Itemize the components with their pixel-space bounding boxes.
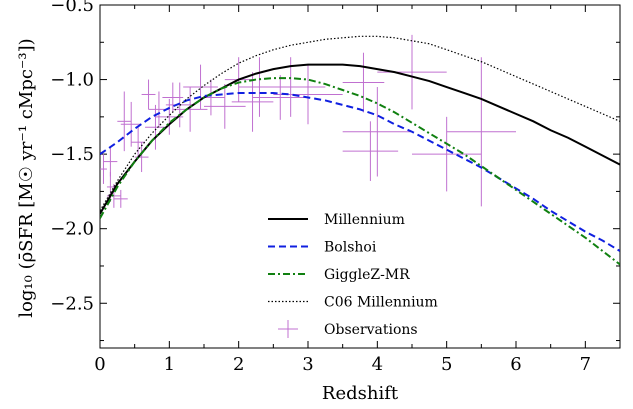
observation-point [197, 79, 225, 116]
plot-area [99, 4, 621, 349]
y-axis-title: log₁₀ (ρ̄SFR [M☉ yr⁻¹ cMpc⁻³]) [16, 38, 37, 317]
observation-point [106, 183, 121, 208]
observation-point [412, 116, 482, 192]
y-tick-label: −1.0 [50, 70, 94, 91]
observation-point [252, 75, 308, 120]
series-line-c06-millennium [100, 35, 620, 212]
x-tick-label: 3 [302, 354, 313, 375]
y-tick-label: −0.5 [50, 0, 94, 16]
x-tick-label: 2 [233, 354, 244, 375]
observation-point [342, 52, 385, 113]
x-tick-label: 6 [510, 354, 521, 375]
x-tick-label: 4 [372, 354, 383, 375]
observation-point [172, 87, 208, 132]
observation-point [204, 84, 246, 129]
observation-point [134, 142, 149, 173]
legend-label: Millennium [324, 212, 405, 228]
series-line-gigglez-mr [100, 77, 620, 266]
observations-layer [100, 34, 516, 208]
x-tick-label: 5 [441, 354, 452, 375]
observation-point [117, 91, 132, 152]
x-axis: 0 1 2 3 4 5 6 7 [94, 5, 591, 375]
observation-point [183, 64, 218, 110]
observation-point [342, 121, 399, 181]
y-tick-label: −1.5 [50, 144, 94, 165]
observation-point [342, 87, 412, 177]
observation-point [145, 104, 166, 150]
series-line-bolshoi [100, 91, 620, 252]
legend: Millennium Bolshoi GiggleZ-MR C06 Millenniu… [268, 212, 438, 338]
observation-point [446, 57, 516, 207]
x-axis-title: Redshift [322, 383, 399, 404]
series-layer [100, 35, 620, 266]
legend-label: Bolshoi [324, 240, 377, 256]
x-tick-label: 0 [94, 354, 105, 375]
observation-point [231, 72, 274, 132]
observation-point [103, 146, 118, 177]
series-line-millennium [100, 63, 620, 215]
observation-point [141, 79, 156, 110]
observation-point [131, 127, 146, 158]
x-tick-label: 1 [164, 354, 175, 375]
y-axis: −2.5 −2.0 −1.5 −1.0 −0.5 [50, 0, 620, 342]
x-tick-label: 7 [580, 354, 591, 375]
observation-point [120, 101, 142, 147]
legend-label: C06 Millennium [324, 295, 438, 311]
observation-point [377, 34, 447, 110]
legend-label: Observations [324, 322, 418, 338]
observation-point [100, 154, 107, 184]
y-tick-label: −2.0 [50, 219, 94, 240]
legend-label: GiggleZ-MR [324, 267, 410, 283]
observation-point [113, 189, 128, 208]
y-tick-label: −2.5 [50, 293, 94, 314]
